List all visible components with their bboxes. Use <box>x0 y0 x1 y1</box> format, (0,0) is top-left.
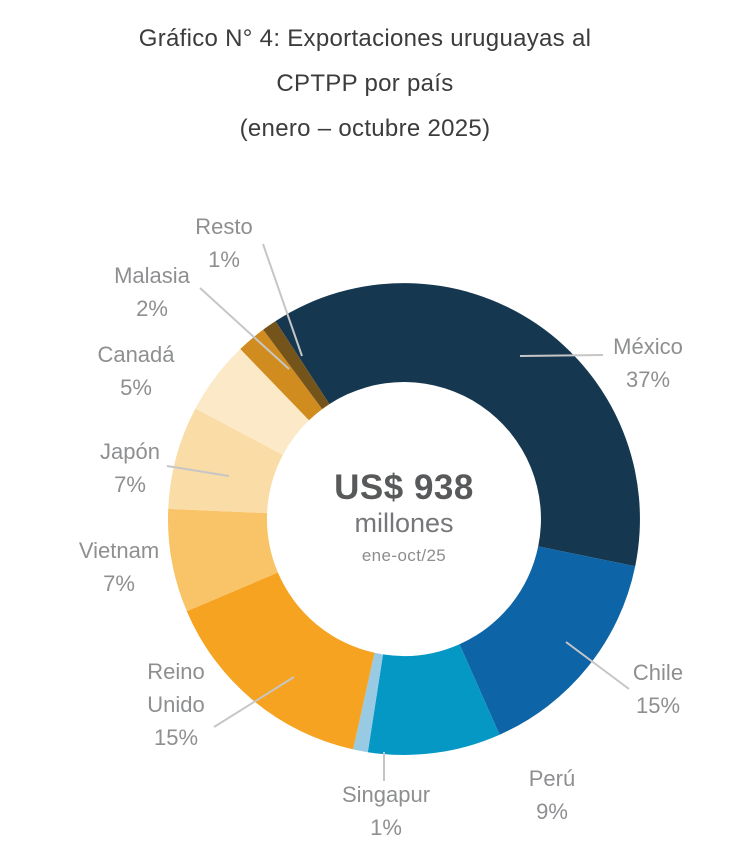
donut-segment-mexico <box>275 283 640 567</box>
donut-segment-resto <box>263 321 330 410</box>
total-value: US$ 938 <box>334 468 474 507</box>
slice-name: México <box>613 334 683 359</box>
leader-line-reino <box>213 676 295 728</box>
chart-title: Gráfico N° 4: Exportaciones uruguayas al… <box>0 16 730 151</box>
slice-name: Japón <box>100 439 160 464</box>
donut-segment-singapur <box>353 652 383 753</box>
donut-segment-japon <box>168 408 283 514</box>
slice-pct: 9% <box>536 799 568 824</box>
slice-name: Resto <box>195 214 253 239</box>
slice-pct: 1% <box>370 815 402 840</box>
donut-segment-reino <box>186 572 375 750</box>
chart-title-line-1: Gráfico N° 4: Exportaciones uruguayas al <box>138 25 592 52</box>
slice-label-canada: Canadá 5% <box>71 338 201 404</box>
donut-segment-vietnam <box>167 508 278 612</box>
slice-label-vietnam: Vietnam 7% <box>54 534 184 600</box>
slice-pct: 2% <box>136 296 168 321</box>
donut-segment-peru <box>367 644 500 755</box>
slice-pct: 15% <box>153 725 199 750</box>
donut-center-label: US$ 938 millones ene-oct/25 <box>294 468 514 566</box>
slice-name: Malasia <box>114 263 190 288</box>
slice-label-mexico: México 37% <box>583 330 713 396</box>
donut-segment-malasia <box>240 329 323 421</box>
leader-line-malasia <box>199 287 290 370</box>
total-unit: millones <box>354 508 454 538</box>
slice-label-japon: Japón 7% <box>65 435 195 501</box>
slice-pct: 5% <box>120 375 152 400</box>
donut-arcs <box>167 283 640 755</box>
leader-lines <box>166 243 630 781</box>
chart-title-line-2: CPTPP por país <box>276 70 454 97</box>
slice-pct: 37% <box>625 367 671 392</box>
slice-name: Vietnam <box>78 538 160 563</box>
slice-name: Canadá <box>97 342 175 367</box>
slice-pct: 7% <box>114 472 146 497</box>
slice-label-peru: Perú 9% <box>487 762 617 828</box>
slice-label-resto: Resto 1% <box>159 210 289 276</box>
leader-line-mexico <box>519 354 604 357</box>
chart-title-line-3: (enero – octubre 2025) <box>239 115 491 142</box>
leader-line-chile <box>565 641 630 690</box>
slice-label-malasia: Malasia 2% <box>87 259 217 325</box>
total-period: ene-oct/25 <box>361 546 447 565</box>
slice-label-singapur: Singapur 1% <box>321 778 451 844</box>
slice-label-reino-unido: Reino Unido 15% <box>121 655 231 754</box>
slice-name: Perú <box>528 766 576 791</box>
leader-line-japon <box>166 465 230 477</box>
donut-segment-canada <box>195 349 309 455</box>
slice-name: Singapur <box>341 782 431 807</box>
slice-label-chile: Chile 15% <box>593 656 723 722</box>
slice-pct: 15% <box>635 693 681 718</box>
slice-name: Chile <box>632 660 684 685</box>
slice-name: Reino Unido <box>147 659 205 717</box>
leader-line-resto <box>262 243 303 357</box>
donut-segment-chile <box>459 546 636 735</box>
slice-pct: 1% <box>208 247 240 272</box>
slice-pct: 7% <box>103 571 135 596</box>
